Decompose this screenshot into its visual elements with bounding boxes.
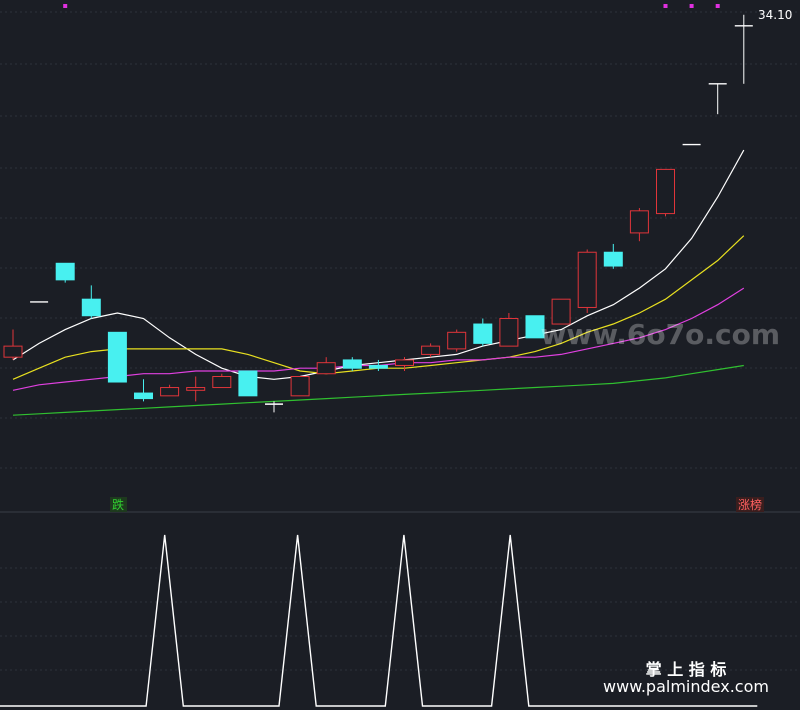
candle-7 — [186, 376, 206, 402]
last-price-label: 34.10 — [758, 8, 792, 22]
candle-body — [160, 387, 180, 397]
candle-body — [290, 376, 310, 397]
candle-body — [107, 331, 127, 383]
candle-body — [629, 210, 649, 234]
candle-2 — [55, 262, 75, 283]
watermark-indicator-url: www.palmindex.com — [603, 677, 769, 696]
candle-3 — [81, 285, 101, 319]
candle-body — [447, 331, 467, 350]
candle-body — [499, 318, 519, 347]
candlesticks — [3, 14, 753, 413]
candle-body — [656, 168, 675, 215]
candle-18 — [473, 318, 493, 347]
candle-27 — [708, 83, 727, 115]
candle-14 — [368, 359, 388, 371]
candle-11 — [290, 376, 310, 397]
candle-body — [473, 323, 493, 344]
candle-9 — [238, 370, 258, 397]
candle-body — [238, 370, 258, 397]
candle-body — [603, 251, 623, 267]
candle-4 — [107, 331, 127, 383]
candle-19 — [499, 312, 519, 347]
candle-20 — [525, 315, 545, 339]
candle-body — [81, 298, 101, 317]
candle-28 — [734, 14, 753, 84]
candle-body — [421, 345, 441, 355]
candle-body — [212, 376, 232, 389]
candle-body — [55, 262, 75, 281]
candle-body — [525, 315, 545, 339]
candle-13 — [342, 357, 362, 371]
candle-5 — [134, 379, 153, 402]
candle-body — [3, 345, 23, 358]
candle-12 — [316, 357, 336, 375]
grid-lines — [0, 11, 800, 671]
top-marker-1 — [663, 4, 668, 8]
candle-body — [342, 359, 362, 369]
candle-8 — [212, 373, 232, 389]
candle-15 — [395, 357, 414, 371]
limit-up-marker: 涨榜 — [738, 497, 762, 512]
candle-6 — [160, 384, 180, 397]
fall-marker-bg — [110, 497, 127, 512]
candle-body — [368, 364, 388, 369]
candle-23 — [603, 243, 623, 269]
candle-body — [316, 362, 336, 375]
candle-0 — [3, 329, 23, 360]
top-marker-0 — [63, 4, 68, 8]
candle-10 — [265, 401, 283, 413]
indicator-line — [0, 534, 758, 707]
candle-22 — [577, 249, 597, 313]
limit-up-marker-bg — [736, 497, 764, 512]
candle-body — [134, 392, 153, 400]
candle-17 — [447, 329, 467, 352]
top-markers — [63, 4, 720, 8]
candle-21 — [551, 298, 571, 325]
ma-line-green — [12, 364, 744, 416]
candle-25 — [656, 168, 675, 217]
candle-body — [186, 387, 206, 391]
watermark-main: www.6o7o.com — [540, 318, 780, 351]
candle-24 — [629, 208, 649, 242]
fall-marker: 跌 — [112, 497, 124, 512]
watermark-indicator-title: 掌 上 指 标 — [646, 660, 727, 679]
top-marker-3 — [715, 4, 720, 8]
candle-body — [395, 359, 414, 366]
candle-16 — [421, 343, 441, 358]
top-marker-2 — [689, 4, 694, 8]
candle-body — [551, 298, 571, 325]
candle-body — [577, 251, 597, 308]
